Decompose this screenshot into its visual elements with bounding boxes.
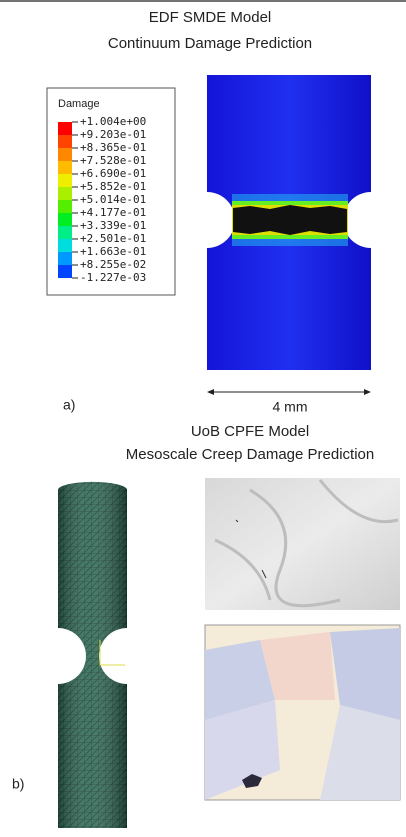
legend-label: +8.255e-02 bbox=[80, 258, 146, 271]
creep-micrograph bbox=[205, 478, 400, 610]
legend-label: +1.663e-01 bbox=[80, 245, 146, 258]
scale-label: 4 mm bbox=[273, 399, 308, 415]
legend-title: Damage bbox=[58, 98, 100, 110]
legend-label: +8.365e-01 bbox=[80, 141, 146, 154]
panel-b-subtitle: Mesoscale Creep Damage Prediction bbox=[126, 446, 374, 463]
legend-swatch bbox=[58, 135, 72, 148]
legend-label: +3.339e-01 bbox=[80, 219, 146, 232]
legend-label: +5.014e-01 bbox=[80, 193, 146, 206]
legend: Damage +1.004e+00+9.203e-01+8.365e-01+7.… bbox=[47, 88, 175, 295]
cpfe-mesh bbox=[58, 482, 127, 828]
legend-swatch bbox=[58, 122, 72, 135]
legend-swatch bbox=[58, 239, 72, 252]
figure: EDF SMDE Model Continuum Damage Predicti… bbox=[0, 0, 406, 837]
panel-a-title: EDF SMDE Model bbox=[149, 9, 272, 26]
panel-a-subtitle: Continuum Damage Prediction bbox=[108, 35, 312, 52]
legend-label: +1.004e+00 bbox=[80, 115, 146, 128]
grain-map bbox=[205, 625, 400, 800]
legend-label: +9.203e-01 bbox=[80, 128, 146, 141]
legend-label: +5.852e-01 bbox=[80, 180, 146, 193]
legend-swatch bbox=[58, 148, 72, 161]
legend-label: +2.501e-01 bbox=[80, 232, 146, 245]
legend-swatch bbox=[58, 200, 72, 213]
panel-a-tag: a) bbox=[63, 397, 75, 413]
legend-swatch bbox=[58, 161, 72, 174]
legend-swatch bbox=[58, 252, 72, 265]
panel-b-tag: b) bbox=[12, 776, 24, 792]
legend-label: +7.528e-01 bbox=[80, 154, 146, 167]
scale-bar bbox=[207, 389, 371, 395]
damage-specimen bbox=[207, 75, 371, 370]
legend-label: -1.227e-03 bbox=[80, 271, 146, 284]
panel-b-title: UoB CPFE Model bbox=[191, 423, 309, 440]
legend-swatch bbox=[58, 213, 72, 226]
legend-label: +4.177e-01 bbox=[80, 206, 146, 219]
legend-swatch bbox=[58, 174, 72, 187]
legend-swatch bbox=[58, 226, 72, 239]
legend-swatch bbox=[58, 187, 72, 200]
legend-label: +6.690e-01 bbox=[80, 167, 146, 180]
